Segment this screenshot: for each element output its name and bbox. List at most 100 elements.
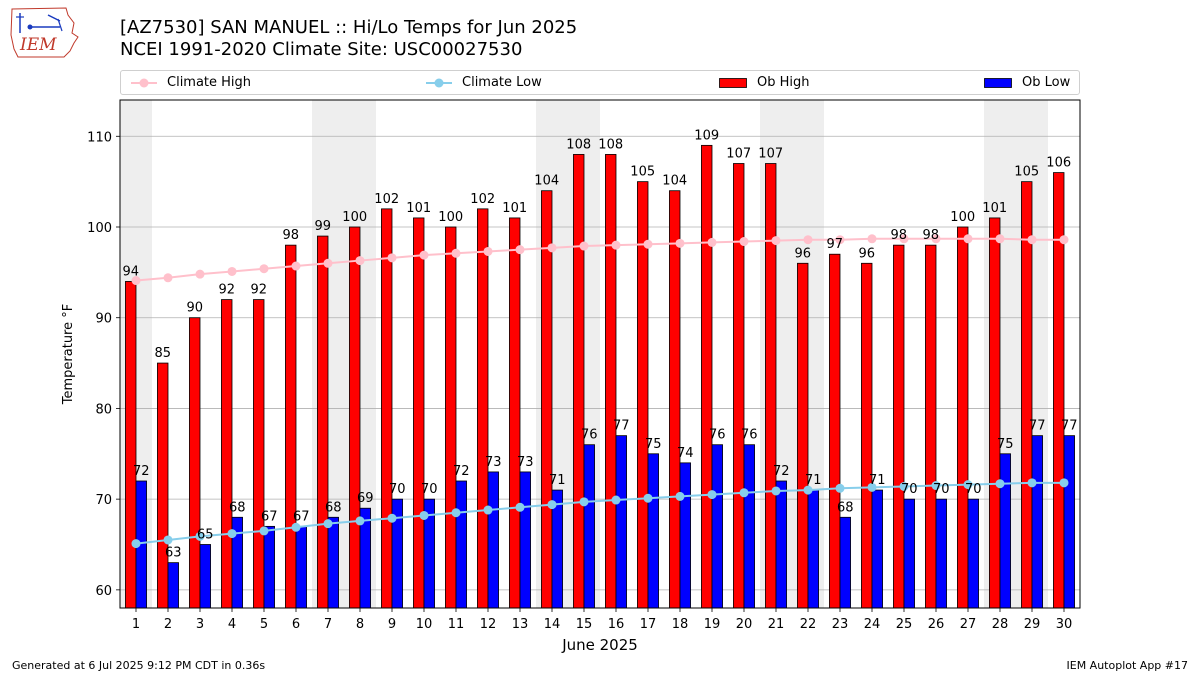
ob-low-data-label: 71 bbox=[805, 473, 822, 488]
ob-high-data-label: 105 bbox=[630, 165, 655, 180]
ob-low-data-label: 67 bbox=[261, 509, 278, 524]
ob-low-data-label: 73 bbox=[517, 455, 534, 470]
climate-high-point bbox=[963, 234, 973, 244]
climate-high-point bbox=[547, 243, 557, 253]
ob-low-data-label: 74 bbox=[677, 446, 694, 461]
ob-low-data-label: 75 bbox=[645, 437, 662, 452]
climate-high-point bbox=[803, 235, 813, 245]
ob-low-bar bbox=[903, 498, 915, 609]
climate-low-point bbox=[163, 535, 173, 545]
ob-low-bar bbox=[519, 471, 531, 609]
ob-low-bar bbox=[999, 453, 1011, 609]
x-tick-label: 15 bbox=[576, 617, 593, 632]
climate-low-point bbox=[771, 486, 781, 496]
ob-high-data-label: 108 bbox=[598, 137, 623, 152]
ob-high-data-label: 96 bbox=[858, 246, 875, 261]
legend-ob-high-label: Ob High bbox=[757, 75, 810, 90]
climate-low-point bbox=[1059, 478, 1069, 488]
ob-high-data-label: 100 bbox=[438, 210, 463, 225]
ob-high-bar bbox=[189, 317, 201, 609]
climate-low-point bbox=[131, 539, 141, 549]
climate-high-point bbox=[771, 236, 781, 246]
ob-low-bar bbox=[967, 498, 979, 609]
x-tick-label: 26 bbox=[928, 617, 945, 632]
legend-climate-high-label: Climate High bbox=[167, 75, 252, 90]
x-tick-label: 13 bbox=[512, 617, 529, 632]
y-tick-label: 100 bbox=[87, 221, 112, 236]
ob-high-bar bbox=[1021, 181, 1033, 609]
y-tick-label: 90 bbox=[95, 312, 112, 327]
ob-low-data-label: 71 bbox=[869, 473, 886, 488]
x-tick-label: 4 bbox=[228, 617, 236, 632]
x-tick-label: 24 bbox=[864, 617, 881, 632]
ob-low-bar bbox=[1063, 435, 1075, 609]
x-tick-label: 3 bbox=[196, 617, 204, 632]
ob-low-data-label: 77 bbox=[613, 419, 630, 434]
climate-low-point bbox=[611, 495, 621, 505]
chart-subtitle: NCEI 1991-2020 Climate Site: USC00027530 bbox=[120, 39, 523, 60]
climate-low-point bbox=[835, 483, 845, 493]
climate-low-point bbox=[387, 513, 397, 523]
ob-low-data-label: 68 bbox=[837, 500, 854, 515]
climate-high-point bbox=[931, 234, 941, 244]
climate-high-point bbox=[195, 269, 205, 279]
ob-high-data-label: 92 bbox=[218, 283, 235, 298]
climate-high-point bbox=[163, 273, 173, 283]
ob-high-bar bbox=[765, 163, 777, 609]
ob-low-bar bbox=[807, 489, 819, 609]
y-tick-label: 110 bbox=[87, 130, 112, 145]
ob-low-data-label: 70 bbox=[389, 482, 406, 497]
y-tick-label: 70 bbox=[95, 493, 112, 508]
climate-high-point bbox=[291, 261, 301, 271]
ob-high-data-label: 94 bbox=[122, 264, 139, 279]
ob-high-bar bbox=[989, 217, 1001, 609]
ob-low-bar bbox=[583, 444, 595, 609]
ob-high-data-label: 90 bbox=[186, 301, 203, 316]
x-tick-label: 25 bbox=[896, 617, 913, 632]
ob-high-bar bbox=[221, 299, 233, 609]
climate-low-point bbox=[227, 529, 237, 539]
x-tick-label: 27 bbox=[960, 617, 977, 632]
ob-low-data-label: 77 bbox=[1029, 419, 1046, 434]
legend-climate-low-label: Climate Low bbox=[462, 75, 542, 90]
ob-high-data-label: 98 bbox=[890, 228, 907, 243]
climate-low-point bbox=[867, 482, 877, 492]
climate-low-point bbox=[579, 497, 589, 507]
x-tick-label: 9 bbox=[388, 617, 396, 632]
legend-ob-high-swatch bbox=[719, 77, 747, 88]
x-tick-label: 29 bbox=[1024, 617, 1041, 632]
ob-low-bar bbox=[295, 525, 307, 609]
ob-high-data-label: 101 bbox=[502, 201, 527, 216]
ob-low-data-label: 68 bbox=[325, 500, 342, 515]
climate-low-point bbox=[419, 510, 429, 520]
ob-high-bar bbox=[925, 244, 937, 609]
ob-high-bar bbox=[829, 253, 841, 609]
climate-high-point bbox=[451, 248, 461, 258]
climate-high-point bbox=[1059, 235, 1069, 245]
ob-high-bar bbox=[285, 244, 297, 609]
climate-high-point bbox=[579, 241, 589, 251]
climate-low-point bbox=[451, 508, 461, 518]
x-tick-label: 22 bbox=[800, 617, 817, 632]
x-tick-label: 7 bbox=[324, 617, 332, 632]
ob-low-data-label: 70 bbox=[933, 482, 950, 497]
ob-low-data-label: 69 bbox=[357, 491, 374, 506]
climate-high-point bbox=[355, 256, 365, 266]
x-tick-label: 12 bbox=[480, 617, 497, 632]
ob-high-bar bbox=[381, 208, 393, 609]
ob-high-data-label: 97 bbox=[826, 237, 843, 252]
legend-climate-high: Climate High bbox=[131, 71, 251, 94]
ob-high-bar bbox=[157, 362, 169, 609]
x-tick-label: 30 bbox=[1056, 617, 1073, 632]
x-tick-label: 17 bbox=[640, 617, 657, 632]
ob-high-data-label: 102 bbox=[470, 192, 495, 207]
ob-high-bar bbox=[669, 190, 681, 609]
ob-low-bar bbox=[839, 516, 851, 609]
climate-low-point bbox=[355, 516, 365, 526]
climate-low-point bbox=[707, 490, 717, 500]
ob-high-data-label: 101 bbox=[406, 201, 431, 216]
ob-low-data-label: 72 bbox=[133, 464, 150, 479]
generated-timestamp: Generated at 6 Jul 2025 9:12 PM CDT in 0… bbox=[12, 659, 266, 672]
x-tick-label: 8 bbox=[356, 617, 364, 632]
y-tick-label: 80 bbox=[95, 402, 112, 417]
